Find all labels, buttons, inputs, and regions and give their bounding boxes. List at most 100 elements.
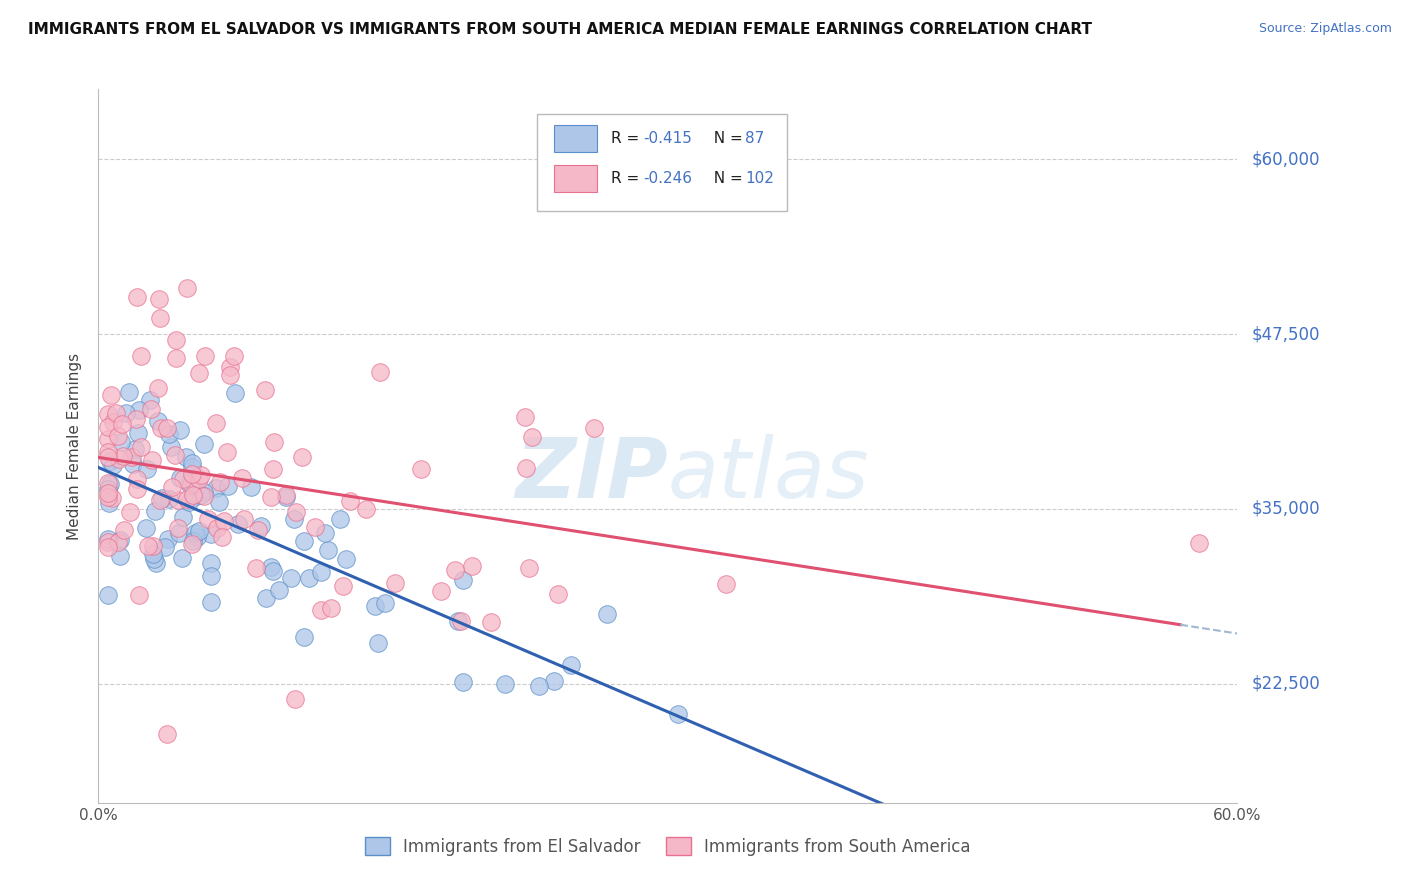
Point (184, 525, 207, 540)
Point (666, 707, 689, 722)
Text: N =: N = (704, 171, 748, 186)
Point (527, 679, 550, 693)
Point (124, 442, 146, 456)
Text: $35,000: $35,000 (1251, 500, 1320, 518)
Point (172, 472, 194, 486)
Point (177, 495, 200, 509)
Point (316, 542, 339, 557)
Point (108, 533, 131, 547)
Point (190, 488, 212, 502)
Point (269, 583, 291, 598)
Point (292, 533, 315, 548)
Point (97, 486, 120, 500)
Point (453, 674, 475, 689)
Point (143, 504, 166, 518)
Point (479, 615, 502, 630)
Point (513, 410, 536, 425)
Point (280, 571, 302, 585)
Point (274, 488, 297, 502)
Point (284, 506, 307, 520)
Point (160, 441, 183, 455)
Point (447, 614, 470, 628)
Point (169, 525, 191, 540)
Point (100, 387, 122, 401)
Point (121, 450, 143, 465)
Point (97, 450, 120, 464)
Point (194, 349, 217, 363)
Point (384, 576, 406, 591)
Point (122, 457, 145, 471)
Point (169, 423, 191, 437)
Point (314, 525, 336, 540)
Point (254, 383, 277, 397)
Point (450, 614, 472, 628)
Point (136, 540, 159, 554)
Point (193, 489, 215, 503)
Point (128, 402, 150, 417)
Point (292, 631, 315, 645)
Point (156, 727, 179, 741)
Point (262, 564, 284, 578)
Point (139, 402, 162, 417)
Point (101, 491, 124, 505)
Point (107, 451, 129, 466)
Point (219, 368, 242, 382)
Point (107, 535, 129, 549)
Text: R =: R = (612, 171, 644, 186)
Point (128, 588, 150, 602)
Point (245, 561, 267, 575)
Point (114, 523, 136, 537)
Point (332, 579, 354, 593)
Point (148, 381, 170, 395)
Point (319, 601, 342, 615)
Point (97, 491, 120, 505)
Point (291, 450, 314, 465)
Point (125, 472, 148, 486)
Point (135, 521, 157, 535)
Point (186, 530, 208, 544)
Point (176, 281, 198, 295)
Point (233, 512, 256, 526)
Point (247, 523, 270, 537)
Point (157, 427, 180, 442)
Point (183, 490, 205, 504)
Point (97, 534, 120, 549)
Point (212, 514, 235, 528)
Point (167, 492, 190, 507)
Point (127, 425, 149, 440)
Point (111, 417, 134, 431)
Point (97, 475, 120, 490)
Point (129, 349, 152, 363)
Point (174, 450, 197, 464)
Point (150, 491, 173, 506)
Point (596, 607, 619, 621)
Point (170, 551, 193, 566)
Point (224, 386, 246, 401)
Point (97, 588, 120, 602)
Point (250, 518, 273, 533)
Point (111, 449, 134, 463)
Point (211, 530, 233, 544)
Point (209, 475, 232, 489)
Point (141, 452, 163, 467)
Point (374, 596, 396, 610)
Text: -0.246: -0.246 (643, 171, 692, 186)
Point (494, 677, 516, 691)
Point (176, 492, 198, 507)
Point (162, 480, 184, 494)
Point (165, 351, 187, 366)
Point (560, 657, 582, 672)
Point (205, 521, 228, 535)
Point (1188, 536, 1211, 550)
Point (100, 454, 122, 468)
FancyBboxPatch shape (537, 114, 787, 211)
Point (339, 494, 361, 508)
Y-axis label: Median Female Earnings: Median Female Earnings (67, 352, 83, 540)
Point (274, 491, 297, 505)
Legend: Immigrants from El Salvador, Immigrants from South America: Immigrants from El Salvador, Immigrants … (359, 830, 977, 863)
Point (97, 432, 120, 446)
Point (309, 603, 332, 617)
Text: atlas: atlas (668, 434, 869, 515)
Point (181, 488, 204, 502)
Point (115, 405, 138, 419)
